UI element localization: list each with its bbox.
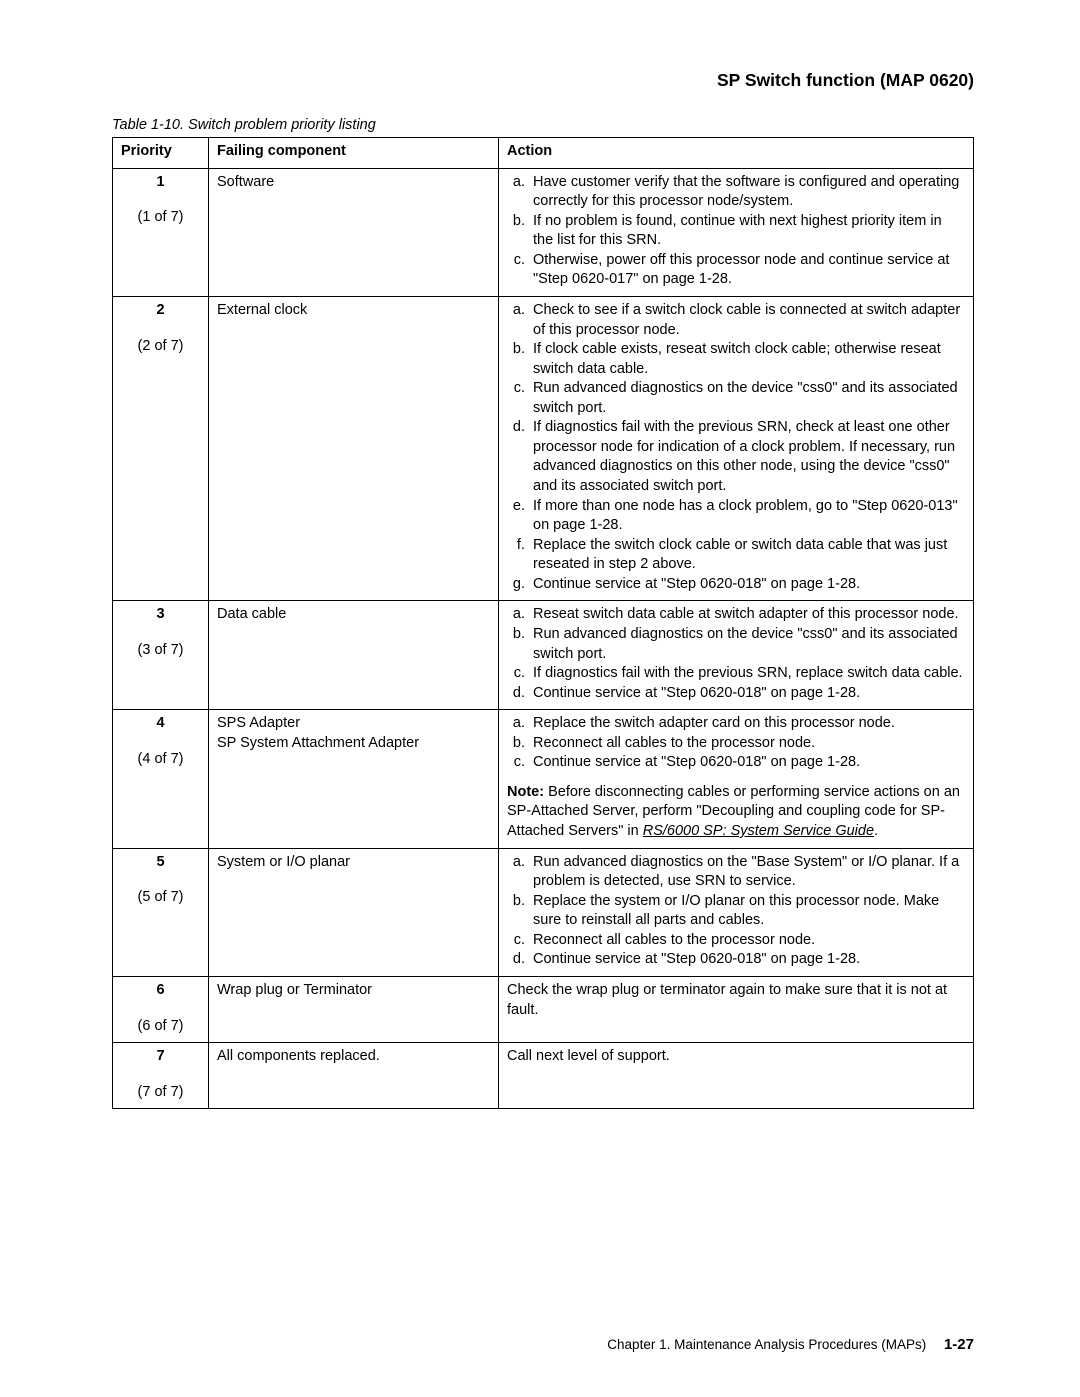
priority-cell: 2 (2 of 7) xyxy=(113,296,209,600)
priority-sub: (2 of 7) xyxy=(138,338,184,354)
action-list-item: Run advanced diagnostics on the "Base Sy… xyxy=(529,853,965,892)
priority-number: 6 xyxy=(121,981,200,1001)
action-list-item: If no problem is found, continue with ne… xyxy=(529,212,965,251)
action-list-item: Replace the switch adapter card on this … xyxy=(529,714,965,734)
component-cell: SPS AdapterSP System Attachment Adapter xyxy=(209,710,499,848)
table-header-row: Priority Failing component Action xyxy=(113,138,974,169)
priority-number: 4 xyxy=(121,714,200,734)
action-list-item: Continue service at "Step 0620-018" on p… xyxy=(529,950,965,970)
col-header-priority: Priority xyxy=(113,138,209,169)
priority-number: 3 xyxy=(121,605,200,625)
note-link[interactable]: RS/6000 SP: System Service Guide xyxy=(643,823,874,839)
table-row: 7 (7 of 7) All components replaced.Call ne… xyxy=(113,1043,974,1109)
table-row: 3 (3 of 7) Data cable Reseat switch data ca… xyxy=(113,601,974,710)
table-row: 5 (5 of 7) System or I/O planar Run advance… xyxy=(113,848,974,976)
table-row: 2 (2 of 7) External clock Check to see if a… xyxy=(113,296,974,600)
action-list: Check to see if a switch clock cable is … xyxy=(507,301,965,594)
action-list-item: Continue service at "Step 0620-018" on p… xyxy=(529,684,965,704)
page-footer: Chapter 1. Maintenance Analysis Procedur… xyxy=(607,1336,974,1353)
priority-table: Priority Failing component Action 1 (1 of… xyxy=(112,137,974,1109)
col-header-component: Failing component xyxy=(209,138,499,169)
action-cell: Replace the switch adapter card on this … xyxy=(499,710,974,848)
table-caption: Table 1-10. Switch problem priority list… xyxy=(112,117,974,133)
action-cell: Check to see if a switch clock cable is … xyxy=(499,296,974,600)
action-list-item: Continue service at "Step 0620-018" on p… xyxy=(529,575,965,595)
action-list-item: Continue service at "Step 0620-018" on p… xyxy=(529,753,965,773)
action-list-item: Run advanced diagnostics on the device "… xyxy=(529,625,965,664)
priority-number: 5 xyxy=(121,853,200,873)
col-header-action: Action xyxy=(499,138,974,169)
priority-cell: 7 (7 of 7) xyxy=(113,1043,209,1109)
footer-pagenum: 1-27 xyxy=(944,1336,974,1353)
action-list-item: Have customer verify that the software i… xyxy=(529,173,965,212)
component-cell: External clock xyxy=(209,296,499,600)
priority-number: 2 xyxy=(121,301,200,321)
priority-sub: (6 of 7) xyxy=(138,1018,184,1034)
note-label: Note: xyxy=(507,784,544,800)
action-list-item: Otherwise, power off this processor node… xyxy=(529,251,965,290)
action-list-item: Replace the system or I/O planar on this… xyxy=(529,892,965,931)
component-cell: Data cable xyxy=(209,601,499,710)
action-cell: Have customer verify that the software i… xyxy=(499,168,974,296)
action-list: Have customer verify that the software i… xyxy=(507,173,965,290)
priority-cell: 1 (1 of 7) xyxy=(113,168,209,296)
action-list-item: Check to see if a switch clock cable is … xyxy=(529,301,965,340)
action-list-item: Reconnect all cables to the processor no… xyxy=(529,931,965,951)
component-cell: All components replaced. xyxy=(209,1043,499,1109)
footer-chapter: Chapter 1. Maintenance Analysis Procedur… xyxy=(607,1337,926,1352)
action-list-item: Run advanced diagnostics on the device "… xyxy=(529,379,965,418)
page-header-title: SP Switch function (MAP 0620) xyxy=(112,70,974,91)
action-cell: Check the wrap plug or terminator again … xyxy=(499,976,974,1042)
priority-sub: (3 of 7) xyxy=(138,642,184,658)
action-list: Replace the switch adapter card on this … xyxy=(507,714,965,773)
action-list-item: If clock cable exists, reseat switch clo… xyxy=(529,340,965,379)
component-cell: System or I/O planar xyxy=(209,848,499,976)
action-cell: Call next level of support. xyxy=(499,1043,974,1109)
priority-number: 1 xyxy=(121,173,200,193)
action-cell: Reseat switch data cable at switch adapt… xyxy=(499,601,974,710)
action-list-item: If diagnostics fail with the previous SR… xyxy=(529,418,965,496)
priority-sub: (5 of 7) xyxy=(138,889,184,905)
table-row: 4 (4 of 7) SPS AdapterSP System Attachment… xyxy=(113,710,974,848)
action-list-item: If more than one node has a clock proble… xyxy=(529,497,965,536)
priority-cell: 3 (3 of 7) xyxy=(113,601,209,710)
action-list-item: If diagnostics fail with the previous SR… xyxy=(529,664,965,684)
priority-cell: 6 (6 of 7) xyxy=(113,976,209,1042)
table-row: 1 (1 of 7) Software Have customer verify th… xyxy=(113,168,974,296)
priority-cell: 5 (5 of 7) xyxy=(113,848,209,976)
priority-sub: (4 of 7) xyxy=(138,751,184,767)
component-cell: Software xyxy=(209,168,499,296)
action-list-item: Reconnect all cables to the processor no… xyxy=(529,734,965,754)
priority-sub: (7 of 7) xyxy=(138,1084,184,1100)
action-cell: Run advanced diagnostics on the "Base Sy… xyxy=(499,848,974,976)
table-row: 6 (6 of 7) Wrap plug or TerminatorCheck th… xyxy=(113,976,974,1042)
action-list: Reseat switch data cable at switch adapt… xyxy=(507,605,965,703)
action-list-item: Reseat switch data cable at switch adapt… xyxy=(529,605,965,625)
priority-number: 7 xyxy=(121,1047,200,1067)
priority-cell: 4 (4 of 7) xyxy=(113,710,209,848)
action-list: Run advanced diagnostics on the "Base Sy… xyxy=(507,853,965,970)
priority-sub: (1 of 7) xyxy=(138,209,184,225)
action-note: Note: Before disconnecting cables or per… xyxy=(507,783,965,842)
component-cell: Wrap plug or Terminator xyxy=(209,976,499,1042)
action-list-item: Replace the switch clock cable or switch… xyxy=(529,536,965,575)
